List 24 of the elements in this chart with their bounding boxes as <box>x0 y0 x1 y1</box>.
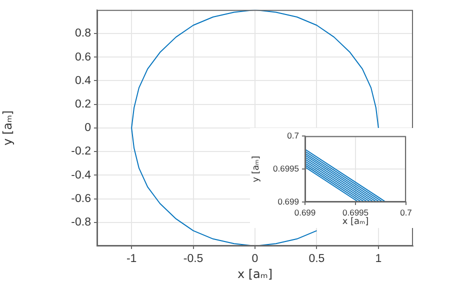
x-tick-label: 1 <box>375 253 382 266</box>
y-tick-label: -0.8 <box>71 216 91 229</box>
y-tick-label: 0.6 <box>75 51 91 64</box>
y-tick-label: -0.2 <box>71 146 91 158</box>
y-tick-label: 0.7 <box>287 130 300 140</box>
x-tick-label: -1 <box>126 253 137 266</box>
x-tick-label: 0.6995 <box>342 207 369 218</box>
y-tick-label: -0.4 <box>71 169 92 182</box>
y-axis-title: y [aₘ] <box>252 156 262 182</box>
y-tick-label: 0.2 <box>75 98 91 111</box>
x-tick-label: 0.5 <box>308 253 325 266</box>
y-tick-label: 0 <box>84 122 91 134</box>
x-axis-title: x [aₘ] <box>342 216 369 227</box>
y-tick-label: 0.6995 <box>273 163 300 174</box>
x-tick-label: 0 <box>252 253 258 266</box>
y-tick-label: -0.6 <box>71 192 91 205</box>
x-tick-label: 0.699 <box>294 207 316 218</box>
x-tick-label: -0.5 <box>183 253 204 266</box>
x-tick-label: 0.7 <box>400 207 412 218</box>
y-tick-label: 0.4 <box>75 74 92 87</box>
y-axis-title: y [aₘ] <box>0 110 14 146</box>
y-tick-label: 0.699 <box>278 196 300 206</box>
y-tick-label: 0.8 <box>75 28 91 40</box>
x-axis-title: x [aₘ] <box>237 266 273 281</box>
